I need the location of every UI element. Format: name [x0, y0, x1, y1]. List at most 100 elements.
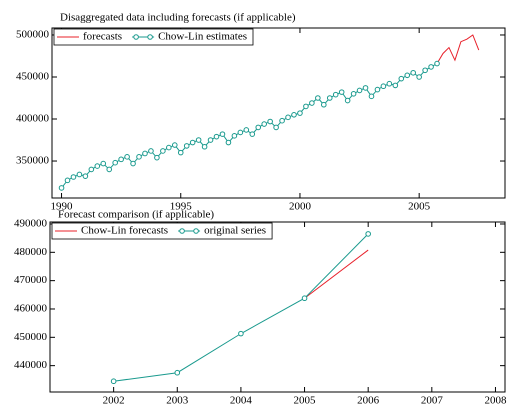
data-point [219, 131, 226, 137]
plot-frame [49, 221, 506, 393]
data-point [130, 160, 136, 167]
x-tick-label: 2006 [357, 395, 380, 407]
data-point [285, 114, 291, 121]
data-point [365, 231, 371, 237]
data-point [338, 89, 345, 95]
data-point [301, 295, 308, 302]
legend: Chow-Lin forecasts original series [51, 222, 273, 240]
data-point [142, 150, 148, 157]
data-point [315, 95, 321, 101]
data-point [88, 166, 95, 173]
data-point [237, 129, 244, 136]
data-point [321, 101, 327, 108]
data-point [201, 143, 208, 150]
data-point [207, 137, 214, 143]
x-tick-label: 1995 [170, 201, 193, 213]
data-point [166, 144, 172, 151]
data-point [94, 163, 101, 169]
data-point [386, 80, 393, 87]
x-tick-label: 2005 [294, 395, 317, 407]
data-point [110, 378, 117, 385]
data-point [279, 117, 285, 124]
data-point [243, 127, 250, 133]
data-point [255, 124, 262, 131]
data-point [410, 69, 417, 76]
data-point [291, 112, 297, 118]
data-point [374, 86, 381, 93]
data-point [267, 118, 273, 125]
data-point [344, 97, 351, 104]
data-point [404, 72, 411, 79]
data-point [231, 133, 238, 139]
x-tick-label: 2003 [166, 395, 189, 407]
y-tick-label: 400000 [16, 113, 50, 125]
data-point [416, 74, 422, 80]
series-line [436, 34, 480, 64]
data-point [148, 148, 154, 154]
legend-label: Chow-Lin estimates [158, 31, 247, 43]
data-point [112, 159, 118, 166]
data-point [183, 143, 190, 149]
legend-marker [133, 34, 139, 40]
legend-label: forecasts [83, 31, 122, 43]
data-point [303, 103, 309, 110]
data-point [213, 133, 220, 140]
chart-title: Disaggregated data including forecasts (… [60, 12, 296, 24]
x-tick-label: 2004 [230, 395, 253, 407]
data-point [106, 166, 113, 173]
data-point [428, 64, 434, 70]
y-tick-label: 460000 [14, 303, 48, 315]
legend-marker [193, 228, 199, 234]
data-point [171, 142, 178, 148]
series-line [61, 63, 438, 189]
legend: forecasts Chow-Lin estimates [53, 28, 254, 46]
legend-marker [147, 34, 153, 40]
data-point [249, 131, 256, 137]
data-point [76, 171, 83, 178]
data-point [238, 330, 244, 337]
data-point [398, 75, 405, 82]
data-point [124, 154, 130, 160]
data-point [189, 139, 196, 146]
data-point [64, 177, 71, 184]
data-point [136, 154, 142, 160]
data-point [195, 137, 202, 143]
data-point [434, 60, 440, 67]
legend-label: Chow-Lin forecasts [81, 225, 168, 237]
x-tick-label: 2005 [408, 201, 431, 213]
x-tick-label: 2000 [289, 201, 312, 213]
y-tick-label: 450000 [14, 331, 48, 343]
y-tick-label: 440000 [14, 359, 48, 371]
data-point [309, 100, 315, 106]
y-tick-label: 450000 [16, 71, 50, 83]
legend-label: original series [204, 225, 266, 237]
legend-box [51, 222, 273, 240]
data-point [332, 91, 339, 98]
x-tick-label: 2008 [484, 395, 507, 407]
data-point [58, 185, 65, 191]
data-point [273, 124, 279, 131]
data-point [154, 154, 160, 161]
data-point [362, 85, 369, 91]
series-line [113, 233, 369, 382]
data-point [160, 148, 166, 154]
plot-frame [51, 27, 506, 199]
data-point [392, 82, 399, 89]
data-point [100, 160, 107, 167]
y-tick-label: 480000 [14, 246, 48, 258]
y-tick-label: 470000 [14, 274, 48, 286]
data-point [118, 156, 124, 163]
x-tick-label: 2002 [103, 395, 125, 407]
data-point [380, 83, 387, 90]
data-point [297, 110, 303, 116]
data-point [174, 369, 181, 376]
x-tick-label: 1990 [51, 201, 74, 213]
legend-marker [179, 228, 185, 234]
data-point [350, 90, 357, 97]
data-point [82, 173, 89, 179]
data-point [422, 67, 428, 74]
chart-title: Forecast comparison (if applicable) [58, 209, 214, 221]
y-tick-label: 500000 [16, 29, 50, 41]
data-point [225, 139, 232, 146]
